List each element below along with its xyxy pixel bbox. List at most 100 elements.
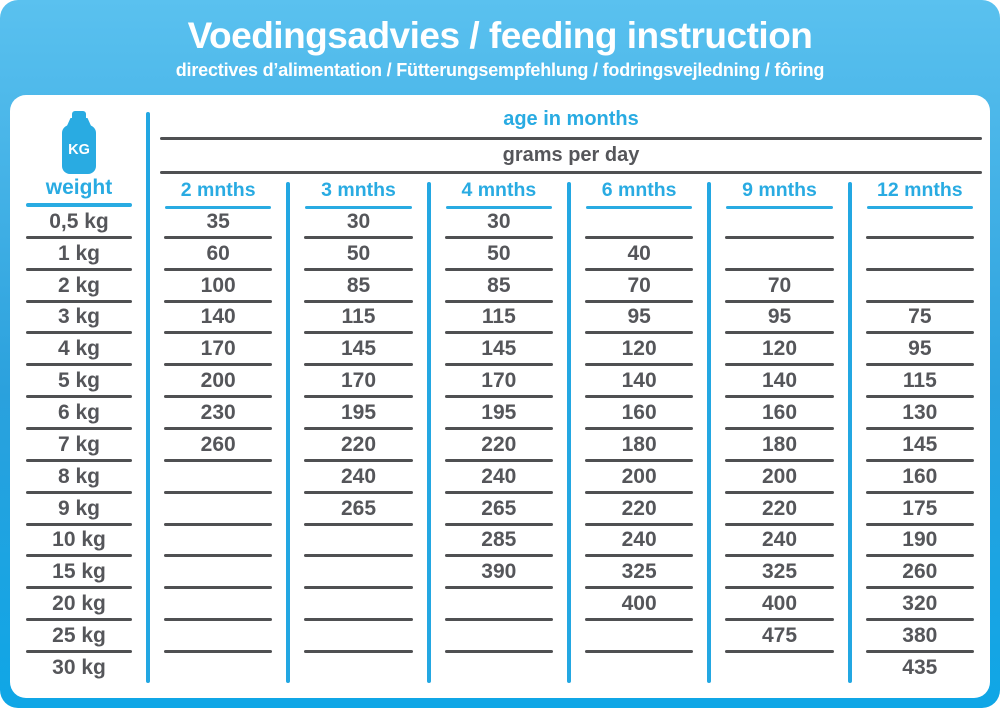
value-cell (569, 653, 709, 685)
value-cell (148, 462, 288, 494)
column-header: 9 mnths (709, 179, 849, 209)
column-separator (567, 182, 571, 683)
value-cell: 120 (709, 334, 849, 367)
value-cell: 60 (148, 239, 288, 271)
table-row: 6 kg 230 195 195 160 160 130 (10, 398, 990, 430)
value-cell (148, 589, 288, 622)
weight-cell: 5 kg (10, 366, 148, 399)
value-cell (148, 557, 288, 590)
header-divider (160, 137, 982, 140)
value-cell: 140 (569, 366, 709, 399)
column-separator (286, 182, 290, 683)
table-row: 3 kg 140 115 115 95 95 75 (10, 303, 990, 335)
age-grams-head: age in months grams per day (160, 101, 982, 174)
value-cell: 145 (288, 334, 428, 367)
table-row: 20 kg 400 400 320 (10, 589, 990, 622)
kg-icon-label: KG (68, 142, 90, 158)
weight-cell: 1 kg (10, 239, 148, 271)
value-cell (569, 207, 709, 239)
value-cell (429, 589, 569, 622)
value-cell: 115 (288, 303, 428, 335)
value-cell: 70 (569, 271, 709, 303)
value-cell (148, 653, 288, 685)
weight-cell: 30 kg (52, 655, 106, 679)
value-cell: 145 (850, 430, 990, 462)
value-cell: 95 (850, 334, 990, 367)
value-cell: 200 (148, 366, 288, 399)
value-cell: 180 (569, 430, 709, 462)
weight-cell: 4 kg (10, 334, 148, 367)
value-cell: 190 (850, 526, 990, 558)
value-cell (709, 239, 849, 271)
value-cell: 195 (288, 398, 428, 430)
weight-cell: 3 kg (10, 303, 148, 335)
value-cell: 320 (850, 589, 990, 622)
value-cell: 475 (709, 621, 849, 653)
value-cell (709, 653, 849, 685)
value-cell: 195 (429, 398, 569, 430)
header-divider (160, 171, 982, 174)
column-separator (848, 182, 852, 683)
kg-weight-icon: KG (62, 111, 96, 174)
value-cell (288, 589, 428, 622)
weight-cell: 25 kg (10, 621, 148, 653)
value-cell: 240 (288, 462, 428, 494)
value-cell: 50 (288, 239, 428, 271)
value-cell: 380 (850, 621, 990, 653)
grams-per-day-header: grams per day (502, 144, 640, 166)
value-cell (429, 621, 569, 653)
table-row: 0,5 kg 35 30 30 (10, 207, 990, 239)
page-subtitle: directives d’alimentation / Fütterungsem… (175, 59, 825, 80)
value-cell: 160 (569, 398, 709, 430)
page-title: Voedingsadvies / feeding instruction (187, 15, 813, 56)
value-cell: 50 (429, 239, 569, 271)
value-cell (288, 526, 428, 558)
weight-cell: 9 kg (10, 494, 148, 526)
value-cell (148, 621, 288, 653)
value-cell: 200 (709, 462, 849, 494)
table-row: 1 kg 60 50 50 40 (10, 239, 990, 271)
table-row: 2 kg 100 85 85 70 70 (10, 271, 990, 303)
value-cell: 260 (148, 430, 288, 462)
value-cell: 95 (709, 303, 849, 335)
feeding-table-panel: KG weight age in months grams per day 2 … (10, 95, 990, 698)
table-row: 8 kg 240 240 200 200 160 (10, 462, 990, 494)
weight-cell: 20 kg (10, 589, 148, 622)
value-cell: 170 (148, 334, 288, 367)
value-cell: 260 (850, 557, 990, 590)
weight-cell: 6 kg (10, 398, 148, 430)
value-cell: 400 (569, 589, 709, 622)
value-cell: 70 (709, 271, 849, 303)
value-cell: 85 (429, 271, 569, 303)
table-row: 4 kg 170 145 145 120 120 95 (10, 334, 990, 367)
value-cell (148, 494, 288, 526)
value-cell: 435 (902, 655, 938, 679)
value-cell: 265 (288, 494, 428, 526)
value-cell: 115 (429, 303, 569, 335)
column-header: 2 mnths (148, 179, 288, 209)
value-cell: 40 (569, 239, 709, 271)
weight-cell: 2 kg (10, 271, 148, 303)
value-cell: 170 (288, 366, 428, 399)
weight-column-head: KG weight (10, 111, 148, 207)
value-cell: 145 (429, 334, 569, 367)
value-cell: 220 (569, 494, 709, 526)
value-cell: 35 (148, 207, 288, 239)
weight-cell: 8 kg (10, 462, 148, 494)
value-cell: 100 (148, 271, 288, 303)
value-cell: 200 (569, 462, 709, 494)
value-cell: 120 (569, 334, 709, 367)
column-separator (427, 182, 431, 683)
value-cell: 220 (709, 494, 849, 526)
value-cell (148, 526, 288, 558)
value-cell: 240 (429, 462, 569, 494)
table-row: 5 kg 200 170 170 140 140 115 (10, 366, 990, 399)
value-cell (288, 621, 428, 653)
column-header: 6 mnths (569, 179, 709, 209)
value-cell: 75 (850, 303, 990, 335)
value-cell: 130 (850, 398, 990, 430)
value-cell: 265 (429, 494, 569, 526)
value-cell (288, 557, 428, 590)
value-cell: 30 (429, 207, 569, 239)
